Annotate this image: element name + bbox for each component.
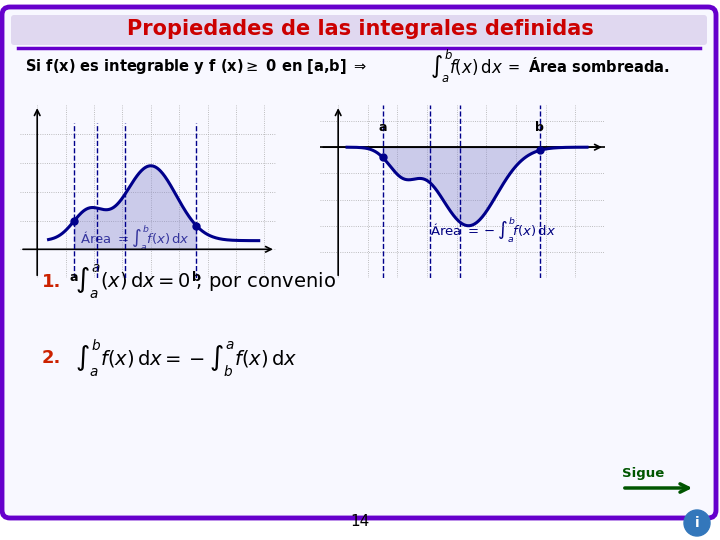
Text: b: b bbox=[192, 271, 201, 284]
Text: Si f(x) es integrable y f (x)$\geq$ 0 en [a,b] $\Rightarrow$: Si f(x) es integrable y f (x)$\geq$ 0 en… bbox=[25, 57, 367, 76]
Text: $=$ Área sombreada.: $=$ Área sombreada. bbox=[500, 57, 670, 76]
FancyBboxPatch shape bbox=[11, 15, 707, 45]
FancyBboxPatch shape bbox=[2, 7, 716, 518]
Text: 14: 14 bbox=[351, 515, 369, 530]
Text: Propiedades de las integrales definidas: Propiedades de las integrales definidas bbox=[127, 19, 593, 39]
Text: 2.: 2. bbox=[42, 349, 61, 367]
Text: $\int_a^b\! f(x)\,\mathrm{d}x$: $\int_a^b\! f(x)\,\mathrm{d}x$ bbox=[430, 48, 503, 85]
Text: Área $= \int_a^b\! f(x)\,\mathrm{d}x$: Área $= \int_a^b\! f(x)\,\mathrm{d}x$ bbox=[80, 222, 190, 252]
Text: i: i bbox=[695, 516, 699, 530]
Text: $\int_a^b f(x)\,\mathrm{d}x = -\int_b^a f(x)\,\mathrm{d}x$: $\int_a^b f(x)\,\mathrm{d}x = -\int_b^a … bbox=[75, 338, 297, 379]
Text: 1.: 1. bbox=[42, 273, 61, 291]
Text: Área $= -\int_a^b\! f(x)\,\mathrm{d}x$: Área $= -\int_a^b\! f(x)\,\mathrm{d}x$ bbox=[430, 215, 556, 245]
Circle shape bbox=[684, 510, 710, 536]
Text: a: a bbox=[379, 121, 387, 134]
Text: a: a bbox=[70, 271, 78, 284]
Text: Sigue: Sigue bbox=[622, 467, 665, 480]
Text: $\int_a^a (x)\,\mathrm{d}x = 0\;$; por convenio: $\int_a^a (x)\,\mathrm{d}x = 0\;$; por c… bbox=[75, 263, 336, 301]
Text: b: b bbox=[535, 121, 544, 134]
